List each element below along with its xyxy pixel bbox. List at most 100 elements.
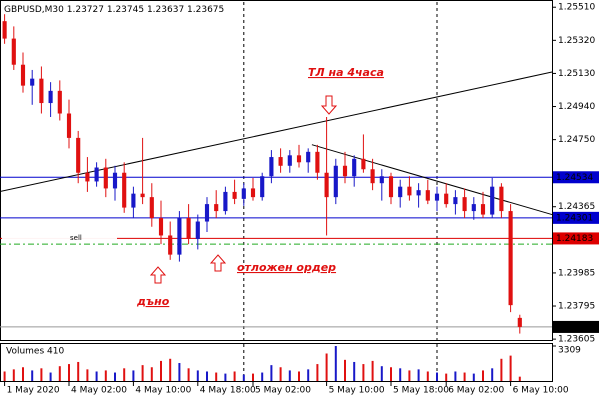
candle-body	[149, 197, 154, 219]
candle-body	[94, 167, 99, 182]
level-box	[553, 320, 599, 333]
candle-body	[425, 190, 430, 201]
annotation: отложен ордер	[237, 261, 336, 274]
candle-body	[416, 190, 421, 196]
level-label: 1.24183	[556, 234, 593, 244]
candle-body	[195, 221, 200, 239]
y-tick-label: 1.24365	[558, 202, 595, 212]
candle-body	[287, 155, 292, 166]
x-tick-label: 1 May 2020	[7, 386, 60, 396]
candle-body	[168, 235, 173, 255]
candle-body	[324, 172, 329, 198]
candle-body	[462, 197, 467, 212]
candle-body	[232, 191, 237, 199]
symbol: GBPUSD,M30	[4, 5, 64, 15]
y-tick-label: 1.25320	[558, 36, 595, 46]
arrow-up	[149, 266, 167, 284]
candle-body	[499, 186, 504, 212]
candle-body	[306, 151, 311, 163]
candle-body	[250, 188, 256, 198]
sell-label: sell	[70, 234, 82, 242]
annotation: ТЛ на 4часа	[308, 66, 384, 79]
y-tick-label: 1.24750	[558, 135, 595, 145]
level-box	[553, 232, 599, 245]
candle-body	[398, 186, 403, 198]
candle-body	[66, 113, 72, 138]
header-value: 1.23745	[107, 5, 144, 15]
header-value: 1.23637	[147, 5, 184, 15]
arrow-up	[209, 254, 227, 272]
level-label: 1.23675	[556, 322, 593, 332]
candle-body	[48, 90, 53, 104]
candle-body	[352, 158, 357, 177]
volume-title: Volumes 410	[6, 347, 64, 357]
candle-body	[39, 78, 44, 104]
x-tick-label: 4 May 10:00	[135, 386, 191, 396]
candle-body	[388, 176, 394, 198]
candle-body	[379, 176, 384, 184]
candle-body	[296, 155, 302, 163]
annotation: дъно	[136, 295, 170, 308]
candle-body	[103, 167, 108, 189]
candle-body	[76, 137, 81, 173]
candle-body	[407, 186, 412, 196]
x-tick-label: 4 May 18:00	[200, 386, 256, 396]
header-value: 1.23675	[187, 5, 224, 15]
candle-body	[30, 78, 35, 86]
candle-body	[214, 204, 219, 212]
candle-body	[177, 218, 182, 255]
x-tick-label: 5 May 18:00	[393, 386, 449, 396]
candle-body	[57, 90, 62, 114]
arrow-down	[320, 95, 338, 115]
x-tick-label: 5 May 02:00	[255, 386, 311, 396]
y-tick-label: 1.23795	[558, 302, 595, 312]
x-tick-label: 6 May 10:00	[513, 386, 569, 396]
candle-body	[508, 211, 513, 306]
y-tick-label: 1.23605	[558, 335, 595, 345]
candle-body	[186, 218, 191, 239]
header-value: 1.23727	[67, 5, 104, 15]
candle-body	[269, 157, 274, 177]
candle-body	[260, 176, 265, 198]
candle-body	[204, 204, 210, 222]
x-tick-label: 4 May 02:00	[71, 386, 127, 396]
x-tick-label: 5 May 10:00	[329, 386, 385, 396]
candle-body	[342, 165, 348, 177]
y-tick-label: 1.24940	[558, 102, 595, 112]
candle-body	[361, 158, 366, 170]
y-tick-label: 1.23985	[558, 268, 595, 278]
candle-body	[490, 186, 495, 215]
candle-body	[278, 157, 283, 166]
candle-body	[131, 193, 136, 208]
candle-body	[112, 172, 118, 189]
plot-frame	[0, 0, 553, 341]
candle-body	[122, 172, 127, 208]
volume-tick-label: 3309	[558, 346, 581, 356]
header: GBPUSD,M30 1.23727 1.23745 1.23637 1.236…	[4, 5, 224, 15]
candle-body	[2, 21, 7, 39]
blurred-label	[2, 233, 117, 243]
candle-body	[20, 64, 26, 86]
candle-body	[453, 197, 458, 205]
candle-body	[444, 193, 449, 205]
trendline	[311, 144, 553, 216]
candle-body	[140, 193, 145, 198]
candle-body	[333, 165, 338, 198]
candle-body	[11, 38, 16, 65]
y-tick-label: 1.25130	[558, 69, 595, 79]
candle-body	[471, 204, 476, 212]
candle-body	[85, 172, 90, 182]
candle-body	[241, 188, 246, 199]
level-box	[553, 211, 599, 224]
x-tick-label: 6 May 02:00	[448, 386, 504, 396]
candle-body	[517, 317, 522, 327]
candle-body	[223, 191, 228, 212]
level-label: 1.24301	[556, 213, 593, 223]
volume-frame	[0, 343, 553, 382]
trendline	[0, 71, 553, 193]
y-tick-label: 1.25510	[558, 3, 595, 13]
candle-body	[480, 204, 486, 215]
level-box	[553, 171, 599, 184]
